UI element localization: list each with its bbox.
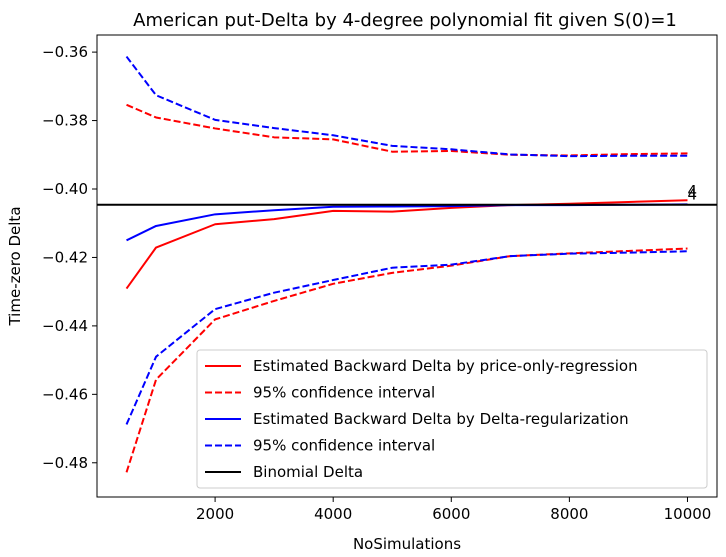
estimate-line-0 xyxy=(125,199,688,290)
chart-title: American put-Delta by 4-degree polynomia… xyxy=(133,10,677,31)
x-tick-label: 8000 xyxy=(550,505,588,523)
y-axis: −0.36 −0.38 −0.40 −0.42 −0.44 −0.46 −0.48 xyxy=(42,43,97,472)
y-axis-title: Time-zero Delta xyxy=(6,206,24,326)
x-tick-label: 2000 xyxy=(196,505,234,523)
confidence-interval-line-1 xyxy=(126,103,688,157)
y-tick-label: −0.42 xyxy=(42,248,88,266)
annotation-layer: 44 xyxy=(687,182,697,203)
legend-label-4: Binomial Delta xyxy=(253,463,363,481)
y-tick-label: −0.38 xyxy=(42,112,88,130)
legend-label-3: 95% confidence interval xyxy=(253,437,435,455)
x-tick-label: 10000 xyxy=(664,505,712,523)
legend-label-1: 95% confidence interval xyxy=(253,384,435,402)
degree-annotation-1: 4 xyxy=(687,186,697,204)
confidence-interval-line-2 xyxy=(125,247,688,473)
confidence-interval-line-4 xyxy=(125,55,688,158)
y-tick-label: −0.40 xyxy=(42,180,88,198)
y-tick-label: −0.46 xyxy=(42,385,88,403)
degree-annotation-0: 4 xyxy=(687,182,697,200)
x-tick-label: 4000 xyxy=(314,505,352,523)
y-tick-label: −0.48 xyxy=(42,454,88,472)
legend-box xyxy=(196,349,708,489)
x-axis-title: NoSimulations xyxy=(353,535,461,553)
legend-label-2: Estimated Backward Delta by Delta-regula… xyxy=(253,410,629,428)
legend-label-0: Estimated Backward Delta by price-only-r… xyxy=(253,357,638,375)
confidence-interval-line-5 xyxy=(125,250,688,425)
y-tick-label: −0.36 xyxy=(42,43,88,61)
series-layer xyxy=(125,55,688,473)
plot-frame xyxy=(96,34,718,498)
y-tick-label: −0.44 xyxy=(42,317,88,335)
x-tick-label: 6000 xyxy=(432,505,470,523)
x-axis: 2000 4000 6000 8000 10000 xyxy=(196,497,711,523)
legend: Estimated Backward Delta by price-only-r… xyxy=(196,349,708,489)
